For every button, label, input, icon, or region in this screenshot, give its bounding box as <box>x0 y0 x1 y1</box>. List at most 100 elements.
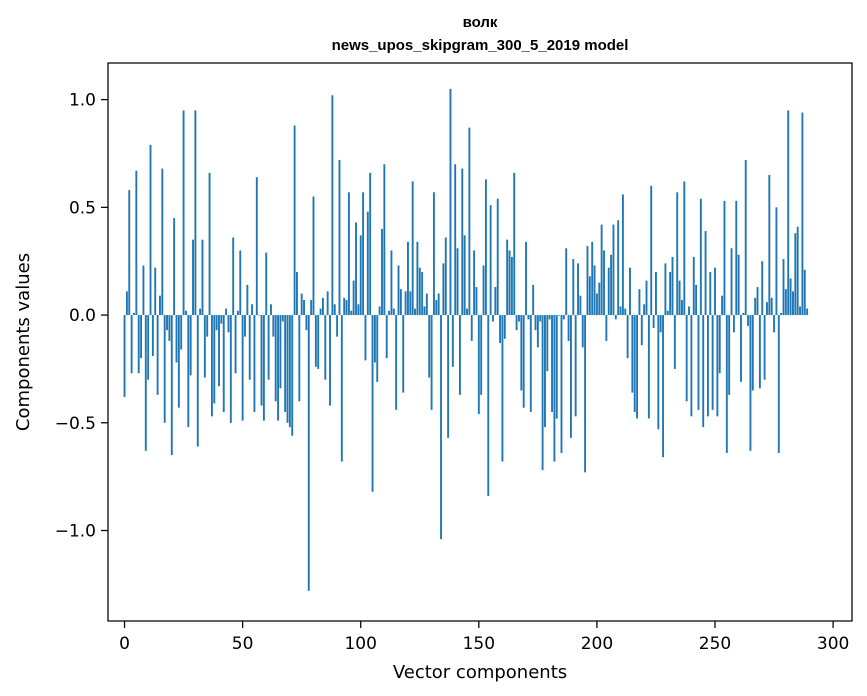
bar <box>697 315 700 410</box>
bar <box>508 250 511 316</box>
bar <box>633 315 636 413</box>
bar <box>569 315 572 438</box>
bar <box>494 287 497 316</box>
bar <box>574 315 577 417</box>
bar <box>409 291 412 316</box>
bar <box>267 315 270 380</box>
bar <box>255 177 258 316</box>
bar <box>385 315 388 359</box>
bar <box>383 164 386 316</box>
bar <box>607 267 610 316</box>
bar <box>763 315 766 380</box>
bar <box>546 315 549 372</box>
bar <box>128 190 131 316</box>
bar <box>477 315 480 415</box>
bar <box>463 235 466 316</box>
bar <box>558 315 561 316</box>
bar <box>673 315 676 369</box>
bar <box>352 280 355 316</box>
bar <box>695 284 698 316</box>
bar <box>144 315 147 451</box>
bar <box>681 299 683 316</box>
bar <box>475 287 478 316</box>
bar <box>645 280 648 316</box>
bar <box>177 315 180 408</box>
bar <box>579 295 582 316</box>
bar <box>347 192 350 316</box>
bar <box>756 287 759 316</box>
bar <box>260 315 263 406</box>
bar <box>430 315 433 410</box>
bar <box>770 297 773 316</box>
bar <box>782 259 785 316</box>
bar <box>725 315 728 453</box>
bar <box>492 315 494 322</box>
bar <box>548 315 551 320</box>
bar <box>189 315 192 376</box>
bar <box>425 293 428 316</box>
bar <box>678 280 681 316</box>
bar <box>447 315 450 438</box>
bar <box>201 239 204 316</box>
x-axis-label: Vector components <box>393 662 567 683</box>
bar <box>187 315 190 428</box>
bar <box>529 315 532 413</box>
bar <box>241 315 244 421</box>
bar <box>662 315 664 458</box>
bar <box>761 261 764 316</box>
bar <box>366 211 369 316</box>
bar <box>239 250 242 316</box>
bar <box>664 263 667 316</box>
bar <box>614 315 617 320</box>
bar <box>220 315 223 324</box>
bar <box>718 315 721 374</box>
bar <box>780 312 783 316</box>
bar <box>652 315 655 328</box>
bar <box>274 315 277 402</box>
bar <box>399 289 402 316</box>
bar <box>277 315 279 421</box>
bar <box>428 315 431 378</box>
bar <box>234 315 237 374</box>
bar <box>525 241 527 316</box>
bar <box>629 267 631 316</box>
bar <box>154 267 157 316</box>
bar <box>688 306 690 316</box>
bar <box>376 315 379 382</box>
bar <box>133 312 135 316</box>
bar <box>650 185 653 316</box>
bar <box>258 315 261 316</box>
bar <box>794 233 797 316</box>
bar <box>706 315 709 417</box>
y-tick-label: −1.0 <box>55 522 96 542</box>
bar <box>199 308 202 316</box>
bar <box>721 295 724 316</box>
x-tick-label: 300 <box>817 634 849 654</box>
bar <box>149 144 152 316</box>
x-tick-label: 200 <box>581 634 613 654</box>
bar <box>397 265 400 316</box>
bar <box>735 200 738 316</box>
bar <box>683 181 686 316</box>
bar <box>140 315 143 359</box>
bar <box>522 315 525 408</box>
bar <box>806 308 809 316</box>
bar <box>359 235 362 316</box>
bar <box>130 315 133 374</box>
bar <box>666 310 669 316</box>
bar <box>740 315 742 382</box>
bar <box>480 315 483 395</box>
x-tick-label: 100 <box>344 634 376 654</box>
bar <box>314 315 317 367</box>
bar <box>619 306 622 316</box>
bar <box>227 315 230 333</box>
bar <box>643 304 646 316</box>
bar <box>388 310 391 316</box>
bar <box>773 315 775 333</box>
bar <box>640 315 643 346</box>
bar <box>723 200 726 316</box>
bar <box>716 315 719 417</box>
bar <box>244 315 246 337</box>
bar <box>194 110 197 316</box>
bar <box>395 315 398 410</box>
